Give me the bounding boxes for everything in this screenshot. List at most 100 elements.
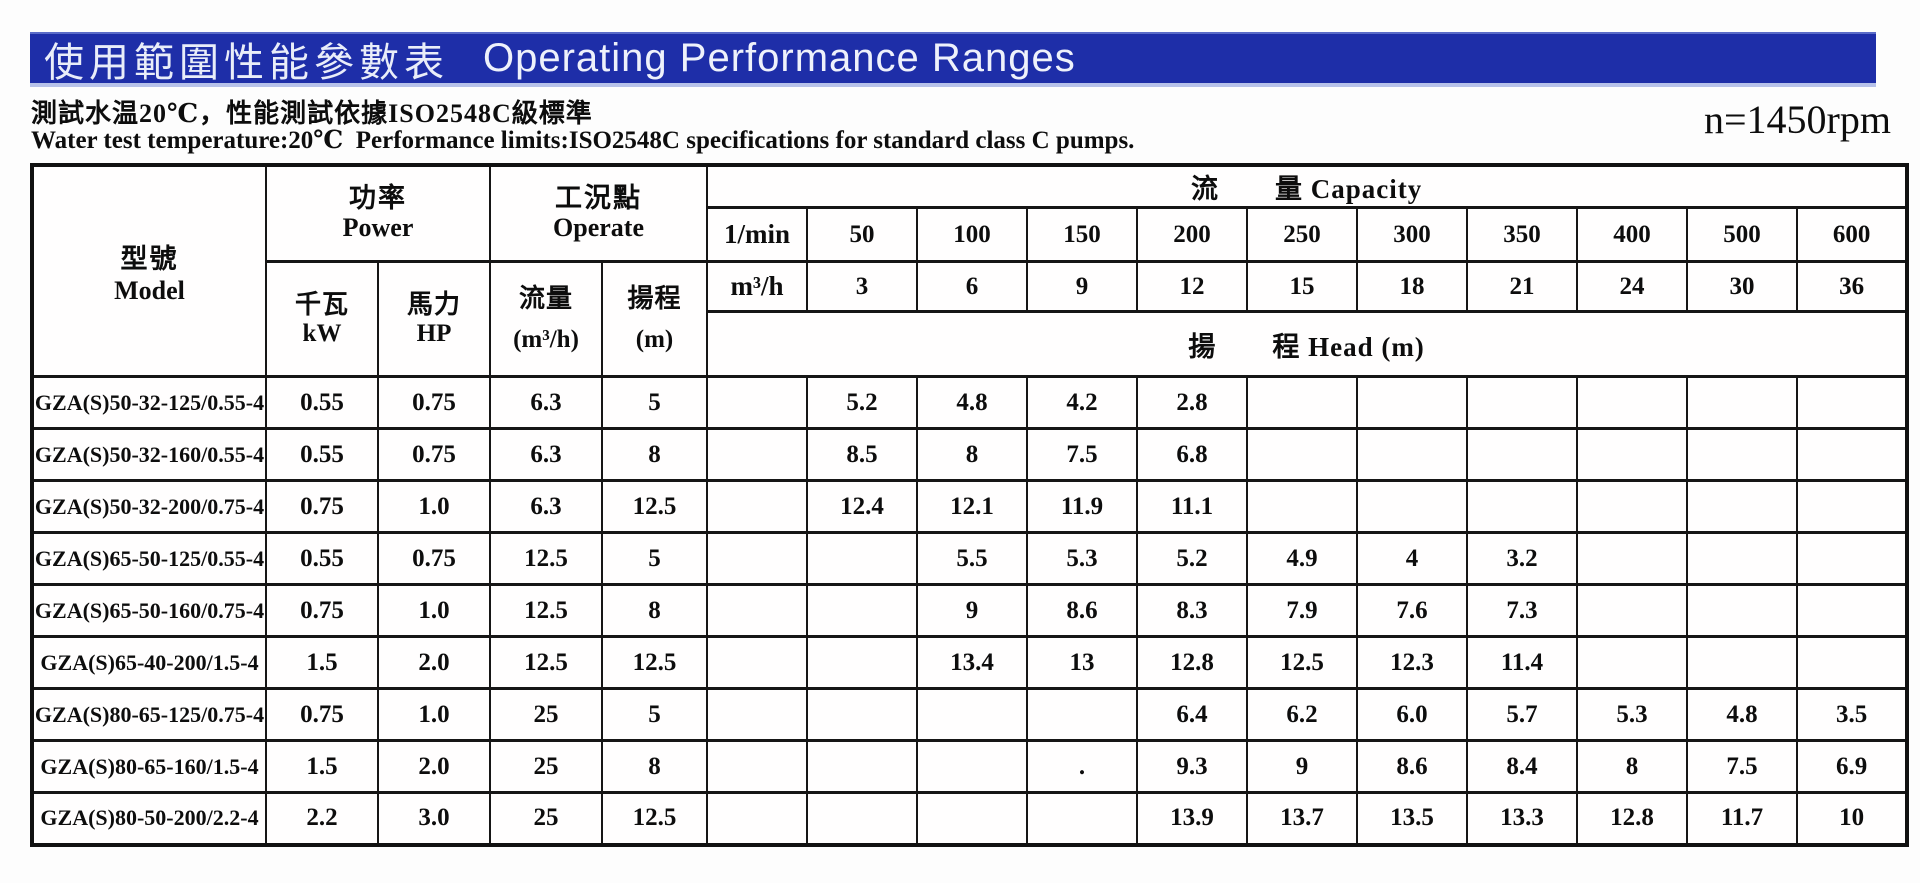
unit-spacer-cell xyxy=(706,687,808,742)
head-value-cell: 2.8 xyxy=(1136,375,1248,430)
head-cell: 8 xyxy=(601,583,708,638)
head-value-cell: 13.3 xyxy=(1466,791,1578,846)
model-header-zh: 型號 xyxy=(120,243,179,274)
head-value-cell: 5.2 xyxy=(806,375,918,430)
m3h-unit-label: m³/h xyxy=(706,260,808,313)
flow-column-header: 流量 (m³/h) xyxy=(489,260,603,378)
kw-header-zh: 千瓦 xyxy=(294,289,349,319)
head-value-cell xyxy=(1576,375,1688,430)
head-value-cell: 4.8 xyxy=(916,375,1028,430)
kw-header-en: kW xyxy=(302,319,342,347)
flow-cell: 25 xyxy=(489,739,603,794)
head-value-cell xyxy=(806,531,918,586)
performance-table: 型號 Model 功率 Power 工況點 Operate 流 量 Capaci… xyxy=(30,163,1910,847)
head-value-cell: 3.2 xyxy=(1466,531,1578,586)
head-value-cell xyxy=(1246,479,1358,534)
hp-cell: 2.0 xyxy=(377,635,491,690)
head-cell: 12.5 xyxy=(601,635,708,690)
unit-spacer-cell xyxy=(706,375,808,430)
kw-cell: 2.2 xyxy=(265,791,379,846)
unit-spacer-cell xyxy=(706,739,808,794)
head-value-cell xyxy=(916,687,1028,742)
flow-cell: 12.5 xyxy=(489,583,603,638)
header-value-cell: 30 xyxy=(1686,260,1798,313)
head-cell: 5 xyxy=(601,687,708,742)
header-value-cell: 21 xyxy=(1466,260,1578,313)
head-cell: 8 xyxy=(601,427,708,482)
head-value-cell: 7.9 xyxy=(1246,583,1358,638)
head-value-cell xyxy=(806,687,918,742)
head-value-cell xyxy=(1795,583,1909,638)
banner-title-en: Operating Performance Ranges xyxy=(483,36,1076,80)
head-value-cell xyxy=(1356,375,1468,430)
head-value-cell: 4.9 xyxy=(1246,531,1358,586)
operate-header-zh: 工況點 xyxy=(555,183,642,214)
table-row: GZA(S)50-32-125/0.55-4 0.55 0.75 6.3 5 5… xyxy=(31,375,1909,430)
head-value-cell: 13.5 xyxy=(1356,791,1468,846)
hp-header-zh: 馬力 xyxy=(406,289,461,319)
flow-cell: 6.3 xyxy=(489,375,603,430)
unit-spacer-cell xyxy=(706,791,808,846)
hp-cell: 0.75 xyxy=(377,427,491,482)
model-header-en: Model xyxy=(114,275,185,305)
head-cell: 5 xyxy=(601,531,708,586)
head-value-cell: 6.8 xyxy=(1136,427,1248,482)
flow-cell: 12.5 xyxy=(489,531,603,586)
head-value-cell xyxy=(1026,687,1138,742)
head-value-cell: 11.7 xyxy=(1686,791,1798,846)
model-cell: GZA(S)65-40-200/1.5-4 xyxy=(31,635,267,690)
header-value-cell: 50 xyxy=(806,206,918,263)
section-banner: 使用範圍性能參數表 Operating Performance Ranges xyxy=(30,32,1876,87)
head-value-cell: 6.9 xyxy=(1795,739,1909,794)
head-value-cell: 4.2 xyxy=(1026,375,1138,430)
table-row: GZA(S)65-50-125/0.55-4 0.55 0.75 12.5 5 … xyxy=(31,531,1909,586)
head-value-cell xyxy=(1466,479,1578,534)
model-cell: GZA(S)65-50-160/0.75-4 xyxy=(31,583,267,638)
header-value-cell: 600 xyxy=(1795,206,1909,263)
head-value-cell xyxy=(916,739,1028,794)
head-cell: 12.5 xyxy=(601,791,708,846)
head-value-cell: 8.4 xyxy=(1466,739,1578,794)
table-row: GZA(S)80-50-200/2.2-4 2.2 3.0 25 12.5 13… xyxy=(31,791,1909,846)
head-value-cell: 7.5 xyxy=(1026,427,1138,482)
hp-cell: 1.0 xyxy=(377,583,491,638)
head-value-cell: 9 xyxy=(916,583,1028,638)
head-value-cell xyxy=(806,791,918,846)
rated-speed-label: n=1450rpm xyxy=(1704,97,1891,142)
power-header-en: Power xyxy=(342,213,414,243)
header-value-cell: 6 xyxy=(916,260,1028,313)
head-value-cell: 4 xyxy=(1356,531,1468,586)
head-value-cell xyxy=(1795,479,1909,534)
head-cell: 12.5 xyxy=(601,479,708,534)
lmin-unit-label: 1/min xyxy=(706,206,808,263)
head-value-cell: 12.8 xyxy=(1136,635,1248,690)
head-value-cell xyxy=(1686,531,1798,586)
unit-spacer-cell xyxy=(706,635,808,690)
head-value-cell xyxy=(1246,427,1358,482)
kw-cell: 1.5 xyxy=(265,635,379,690)
head-value-cell: 5.7 xyxy=(1466,687,1578,742)
unit-spacer-cell xyxy=(706,427,808,482)
table-row: GZA(S)65-50-160/0.75-4 0.75 1.0 12.5 8 9… xyxy=(31,583,1909,638)
head-value-cell xyxy=(1576,479,1688,534)
table-body: GZA(S)50-32-125/0.55-4 0.55 0.75 6.3 5 5… xyxy=(31,375,1909,846)
header-value-cell: 100 xyxy=(916,206,1028,263)
table-row: GZA(S)65-40-200/1.5-4 1.5 2.0 12.5 12.5 … xyxy=(31,635,1909,690)
header-value-cell: 150 xyxy=(1026,206,1138,263)
head-value-cell: 13.4 xyxy=(916,635,1028,690)
head-value-cell: 8 xyxy=(916,427,1028,482)
head-value-cell: 7.5 xyxy=(1686,739,1798,794)
head-value-cell: 5.3 xyxy=(1026,531,1138,586)
power-group-header: 功率 Power xyxy=(265,163,491,263)
head-value-cell xyxy=(1576,635,1688,690)
hp-cell: 2.0 xyxy=(377,739,491,794)
hp-cell: 1.0 xyxy=(377,479,491,534)
head-cell: 8 xyxy=(601,739,708,794)
head-value-cell: 5.5 xyxy=(916,531,1028,586)
flow-header-zh: 流量 xyxy=(518,283,573,313)
head-value-cell: 12.5 xyxy=(1246,635,1358,690)
hp-cell: 0.75 xyxy=(377,375,491,430)
kw-cell: 0.75 xyxy=(265,583,379,638)
head-value-cell xyxy=(806,583,918,638)
model-cell: GZA(S)80-50-200/2.2-4 xyxy=(31,791,267,846)
